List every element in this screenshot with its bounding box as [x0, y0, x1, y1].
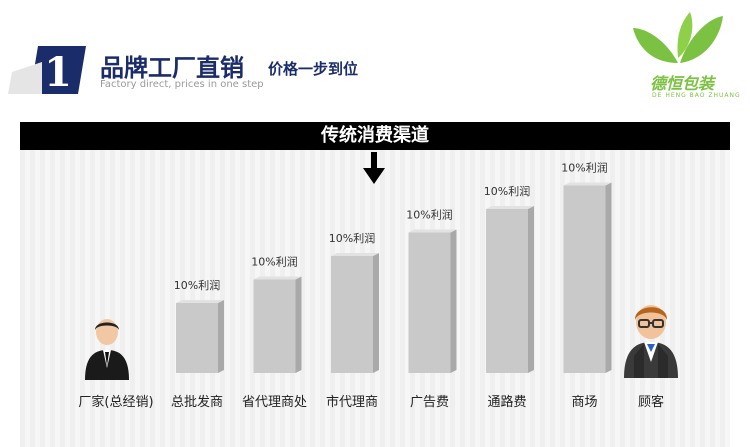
data-label: 10%利润 [406, 208, 452, 222]
bar-top [486, 206, 534, 209]
step-number-badge: 1 [8, 46, 86, 96]
bar-side [295, 276, 302, 373]
data-label: 10%利润 [561, 161, 607, 175]
logo-pinyin: DE HENG BAO ZHUANG [652, 92, 741, 99]
bar [486, 209, 528, 373]
bar-top [253, 276, 302, 280]
category-label: 通路费 [487, 394, 526, 410]
banner: 传统消费渠道 [20, 122, 730, 150]
bar [331, 256, 373, 373]
category-label: 总批发商 [171, 394, 223, 410]
category-label: 省代理商处 [242, 395, 307, 410]
bar-side [450, 229, 457, 373]
bar-top [331, 253, 379, 256]
data-label: 10%利润 [329, 231, 375, 245]
data-label: 10%利润 [484, 184, 530, 198]
data-label: 10%利润 [174, 278, 220, 292]
logo-name: 德恒包装 [650, 74, 715, 93]
start-label: 厂家(总经销) [78, 394, 153, 410]
bar-side [373, 253, 379, 373]
category-label: 广告费 [410, 395, 449, 410]
bar [563, 185, 606, 373]
step-number: 1 [44, 49, 72, 96]
category-label: 商场 [571, 395, 597, 410]
bar-top [176, 300, 224, 303]
category-label: 市代理商 [326, 394, 378, 410]
bar [176, 303, 218, 373]
bar-top [563, 182, 612, 186]
leaf-logo-icon [633, 12, 723, 63]
end-label: 顾客 [638, 394, 664, 410]
bar-side [605, 182, 612, 373]
bar [408, 232, 451, 373]
bar-side [218, 300, 224, 373]
page-subtitle: 价格一步到位 [268, 60, 359, 78]
page-title: 品牌工厂直销 [100, 54, 244, 82]
customer-icon [624, 305, 678, 378]
bar-top [408, 229, 457, 233]
banner-title: 传统消费渠道 [321, 125, 429, 146]
down-arrow-icon [363, 152, 385, 184]
bar-side [528, 206, 534, 373]
page-subtitle-en: Factory direct, prices in one step [100, 79, 264, 90]
bar [253, 279, 296, 373]
data-label: 10%利润 [251, 255, 297, 269]
businessman-icon [85, 319, 129, 380]
header: 1 品牌工厂直销 价格一步到位 Factory direct, prices i… [0, 0, 750, 118]
